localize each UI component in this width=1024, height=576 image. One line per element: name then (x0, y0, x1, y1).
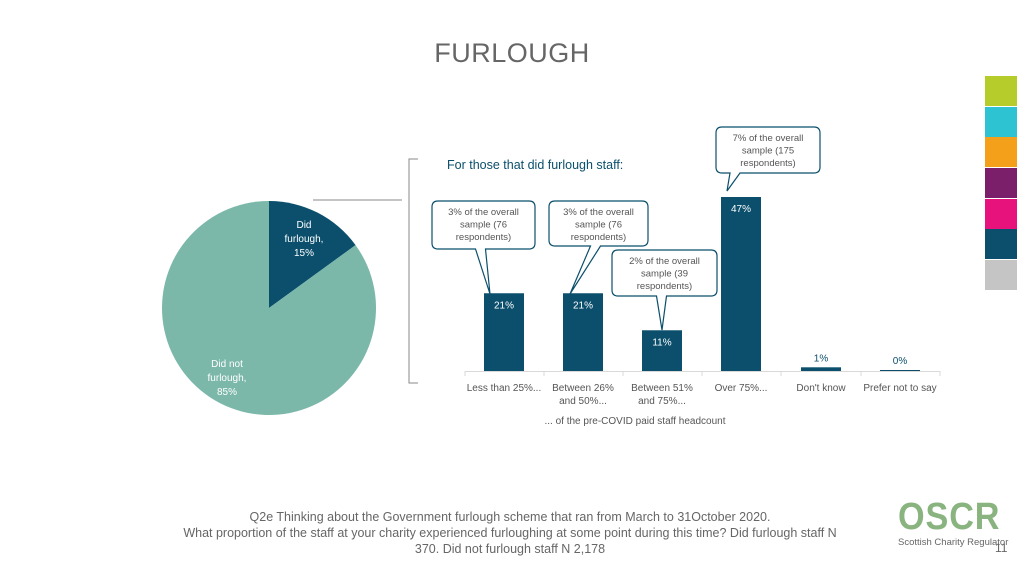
color-swatch (985, 168, 1017, 199)
callout-text: 7% of the overall sample (175 respondents) (733, 133, 804, 169)
x-tick-label: Prefer not to say (863, 383, 936, 394)
color-swatch (985, 198, 1017, 229)
color-swatch (985, 137, 1017, 168)
color-swatch (985, 229, 1017, 260)
bar (484, 293, 524, 371)
callout-box (715, 126, 821, 192)
oscr-logo: OSCR Scottish Charity Regulator (898, 498, 1012, 548)
callout-text: 3% of the overall sample (76 respondents) (563, 207, 634, 243)
callout-box (548, 200, 649, 295)
color-swatch (985, 106, 1017, 137)
bar-chart: 21% Less than 25%... 21% Between 26% and 50%… (431, 126, 941, 407)
color-swatch (985, 76, 1017, 106)
bar (563, 293, 603, 371)
callout: 3% of the overall sample (76 respondents) (548, 200, 649, 295)
callout-text: 3% of the overall sample (76 respondents) (448, 207, 519, 243)
pie-chart: Did furlough, 15% Did not furlough, 85% (161, 200, 376, 415)
bar (642, 330, 682, 371)
callout: 3% of the overall sample (76 respondents) (431, 200, 536, 295)
x-tick-label: Less than 25%... (467, 383, 542, 394)
pie-slice-label: Did not furlough, 85% (208, 359, 247, 398)
x-tick-label: Don't know (796, 383, 846, 394)
x-tick-label: Between 51% and 75%... (631, 383, 693, 407)
callout: 2% of the overall sample (39 respondents) (611, 249, 718, 331)
page-number: 11 (995, 541, 1008, 555)
pie-slice (269, 200, 356, 308)
logo-tagline: Scottish Charity Regulator (898, 537, 1009, 548)
callout-box (611, 249, 718, 331)
bar-chart-subtitle: For those that did furlough staff: (447, 158, 623, 172)
footnote-line: What proportion of the staff at your cha… (183, 526, 837, 540)
callout-box (431, 200, 536, 295)
callout-text: 2% of the overall sample (39 respondents) (629, 256, 700, 292)
pie-slice-label: Did furlough, 15% (285, 220, 324, 259)
bar-data-label: 0% (893, 356, 908, 367)
bar-data-label: 21% (573, 300, 593, 311)
color-swatch (985, 260, 1017, 291)
bar-data-label: 1% (814, 353, 829, 364)
logo-name: OSCR (898, 496, 1001, 538)
question-footnote: Q2e Thinking about the Government furlou… (150, 509, 870, 557)
bar-data-label: 21% (494, 300, 514, 311)
callout: 7% of the overall sample (175 respondents) (715, 126, 821, 192)
x-tick-label: Between 26% and 50%... (552, 383, 614, 407)
bar (801, 367, 841, 371)
footnote-line: 370. Did not furlough staff N 2,178 (414, 542, 606, 556)
bracket (408, 158, 418, 384)
color-swatch-strip (985, 76, 1017, 291)
bar-data-label: 11% (652, 337, 671, 348)
bar-chart-xlabel: ... of the pre-COVID paid staff headcoun… (544, 416, 725, 427)
pie-slice (161, 200, 376, 415)
x-tick-label: Over 75%... (715, 383, 768, 394)
bar (880, 370, 920, 371)
pie-to-bar-connector (313, 158, 418, 384)
page-title: FURLOUGH (434, 38, 590, 68)
bar-data-label: 47% (731, 204, 751, 215)
footnote-line: Q2e Thinking about the Government furlou… (249, 510, 771, 524)
bar (721, 197, 761, 371)
